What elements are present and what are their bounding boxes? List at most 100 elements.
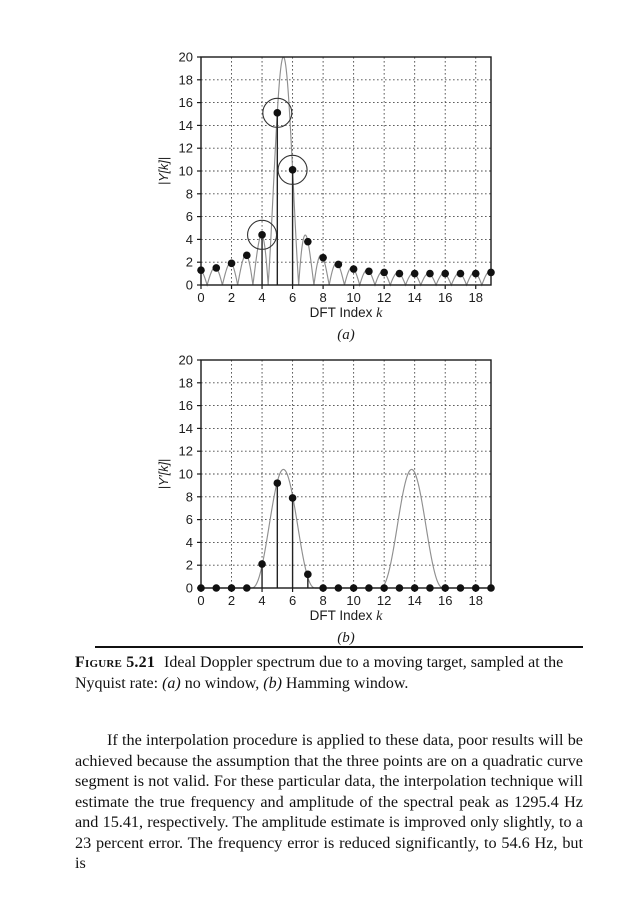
chart-a-no-window: 0 2 4 6 8 10 12 14 16 18 20 0 2 4 6 8 10 12 14 16 18 |Y[k]| DF… bbox=[157, 50, 495, 343]
figure-caption: Figure 5.21 Ideal Doppler spectrum due to… bbox=[75, 652, 585, 694]
data-point bbox=[365, 584, 373, 592]
y-tick-label: 18 bbox=[179, 375, 193, 390]
data-point bbox=[456, 584, 465, 592]
data-point bbox=[334, 260, 343, 269]
x-tick-label: 2 bbox=[228, 290, 235, 305]
x-tick-label: 14 bbox=[407, 593, 421, 608]
figure-caption-text: Hamming window. bbox=[281, 675, 409, 692]
data-point bbox=[471, 269, 480, 278]
x-tick-label: 2 bbox=[228, 593, 235, 608]
x-tick-label: 14 bbox=[407, 290, 421, 305]
data-point bbox=[487, 584, 495, 592]
x-tick-label: 16 bbox=[438, 593, 452, 608]
x-tick-label: 12 bbox=[377, 593, 391, 608]
x-tick-label: 6 bbox=[289, 593, 296, 608]
body-paragraph: If the interpolation procedure is applie… bbox=[75, 731, 583, 873]
data-point bbox=[410, 269, 419, 278]
data-point bbox=[319, 584, 327, 592]
x-tick-label: 10 bbox=[346, 593, 360, 608]
panel-label: (b) bbox=[337, 630, 355, 646]
figure-caption-text: Ideal Doppler spectrum due to a moving t… bbox=[75, 654, 564, 692]
x-tick-label: 8 bbox=[319, 593, 326, 608]
y-tick-label: 18 bbox=[179, 72, 193, 87]
y-tick-label: 12 bbox=[179, 444, 193, 459]
data-point bbox=[273, 479, 282, 487]
x-tick-label: 18 bbox=[469, 290, 483, 305]
x-tick-label: 10 bbox=[346, 290, 360, 305]
data-point bbox=[304, 570, 312, 579]
data-point bbox=[288, 494, 297, 502]
y-tick-label: 2 bbox=[186, 255, 193, 270]
data-point bbox=[349, 584, 358, 592]
data-point bbox=[471, 584, 480, 592]
y-tick-label: 12 bbox=[179, 141, 193, 156]
x-tick-label: 4 bbox=[258, 593, 265, 608]
data-point bbox=[487, 268, 495, 277]
y-tick-label: 6 bbox=[186, 512, 193, 527]
data-point bbox=[426, 269, 434, 278]
data-point bbox=[365, 267, 373, 276]
data-point bbox=[441, 269, 450, 278]
data-point bbox=[258, 231, 266, 239]
highlight-circle bbox=[247, 219, 278, 250]
x-tick-label: 8 bbox=[319, 290, 326, 305]
y-tick-label: 2 bbox=[186, 558, 193, 573]
data-point bbox=[426, 584, 434, 592]
data-point bbox=[380, 584, 388, 592]
data-point bbox=[212, 584, 221, 592]
panel-label: (a) bbox=[337, 327, 355, 343]
data-point bbox=[242, 584, 251, 592]
y-tick-label: 6 bbox=[186, 209, 193, 224]
data-point bbox=[410, 584, 419, 592]
x-tick-label: 4 bbox=[258, 290, 265, 305]
y-tick-label: 10 bbox=[179, 164, 193, 179]
y-tick-label: 0 bbox=[186, 581, 193, 596]
y-tick-label: 8 bbox=[186, 489, 193, 504]
data-point bbox=[227, 259, 236, 268]
figure-caption-label: Figure 5.21 bbox=[75, 654, 156, 671]
data-point bbox=[456, 269, 465, 278]
y-tick-label: 10 bbox=[179, 467, 193, 482]
y-tick-label: 4 bbox=[186, 535, 193, 550]
data-point bbox=[197, 266, 205, 274]
y-tick-label: 16 bbox=[179, 398, 193, 413]
caption-panel-b-marker: (b) bbox=[263, 675, 282, 692]
y-axis-label: |Y′[k]| bbox=[157, 459, 171, 489]
data-point bbox=[273, 109, 282, 117]
data-point bbox=[197, 584, 205, 592]
figure-caption-text: no window, bbox=[180, 675, 264, 692]
data-point bbox=[212, 264, 221, 272]
y-tick-label: 20 bbox=[179, 353, 193, 368]
highlight-circle bbox=[277, 154, 308, 185]
y-tick-label: 0 bbox=[186, 278, 193, 293]
data-point bbox=[380, 268, 388, 277]
data-point bbox=[441, 584, 450, 592]
x-axis-label: DFT Index k bbox=[310, 608, 384, 624]
y-axis-label: |Y[k]| bbox=[157, 157, 171, 185]
y-tick-label: 16 bbox=[179, 95, 193, 110]
data-point bbox=[319, 253, 327, 262]
x-tick-label: 0 bbox=[197, 593, 204, 608]
spectrum-curve bbox=[201, 468, 491, 589]
y-tick-label: 14 bbox=[179, 421, 193, 436]
y-tick-label: 14 bbox=[179, 118, 193, 133]
x-tick-label: 0 bbox=[197, 290, 204, 305]
data-point bbox=[227, 584, 236, 592]
data-point bbox=[304, 237, 312, 246]
data-point bbox=[288, 166, 297, 174]
x-tick-label: 6 bbox=[289, 290, 296, 305]
x-axis-label: DFT Index k bbox=[310, 305, 384, 321]
data-point bbox=[242, 251, 251, 260]
caption-panel-a-marker: (a) bbox=[162, 675, 181, 692]
y-tick-label: 20 bbox=[179, 50, 193, 65]
caption-rule bbox=[95, 646, 583, 648]
x-tick-label: 18 bbox=[469, 593, 483, 608]
data-point bbox=[334, 584, 343, 592]
y-tick-label: 8 bbox=[186, 186, 193, 201]
chart-b-hamming-window: 0 2 4 6 8 10 12 14 16 18 20 0 2 4 6 8 10 12 14 16 18 |Y′[k]| D… bbox=[157, 353, 495, 646]
highlight-circle bbox=[262, 97, 293, 128]
data-point bbox=[395, 584, 404, 592]
x-tick-label: 12 bbox=[377, 290, 391, 305]
data-point bbox=[258, 560, 266, 568]
